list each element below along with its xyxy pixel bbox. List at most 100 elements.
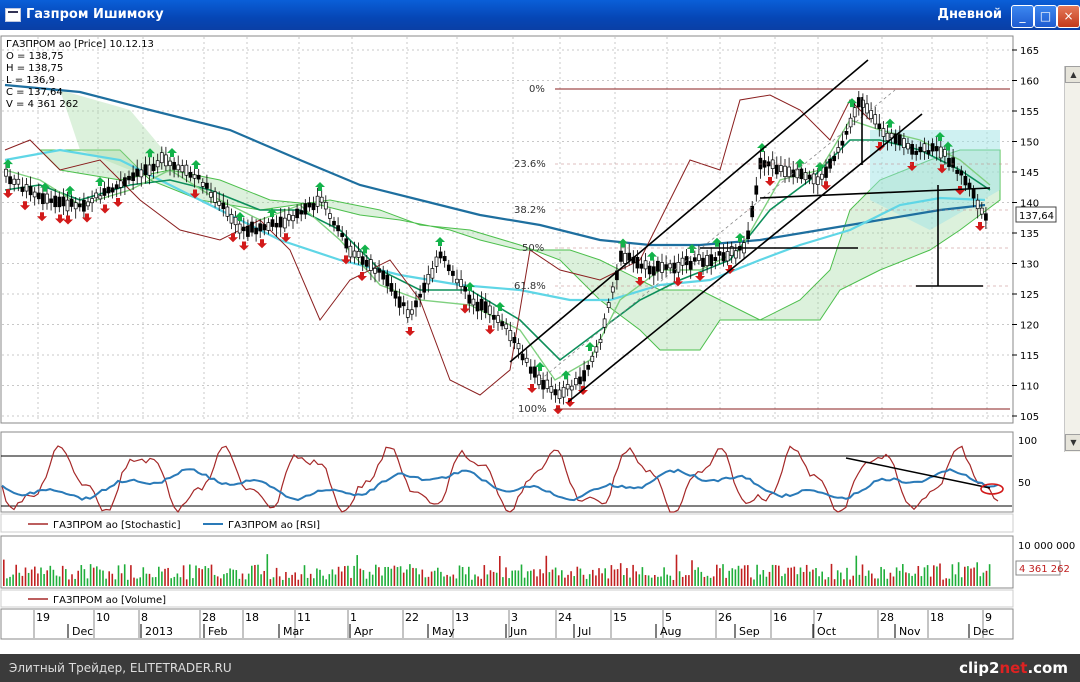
volume-bar (489, 570, 492, 586)
current-price-label: 137,64 (1019, 211, 1054, 222)
candle-body (951, 157, 955, 168)
volume-bar (49, 565, 52, 586)
legend-volume[interactable]: ГАЗПРОМ ао [Volume] (53, 595, 166, 606)
scroll-up-button[interactable]: ▲ (1065, 66, 1080, 83)
info-volume: V = 4 361 262 (6, 99, 78, 110)
fractal-up-arrow (735, 233, 745, 242)
volume-bar (771, 564, 774, 586)
candle-body (836, 147, 841, 153)
candle-body (619, 250, 623, 262)
timeframe-label[interactable]: Дневной (937, 7, 1002, 22)
volume-bar (220, 578, 222, 586)
date-day-label: 11 (297, 611, 311, 624)
candle-body (287, 214, 291, 221)
scroll-down-button[interactable]: ▼ (1065, 434, 1080, 451)
fractal-down-arrow (821, 181, 831, 191)
volume-bar (204, 566, 207, 586)
volume-bar (570, 571, 572, 586)
fractal-down-arrow (405, 327, 415, 336)
candle-body (569, 385, 574, 391)
fractal-down-arrow (20, 201, 30, 211)
fractal-up-arrow (847, 98, 857, 108)
volume-bar (672, 579, 675, 586)
candle-body (455, 278, 459, 284)
volume-bar (464, 574, 467, 586)
date-month-label: May (432, 625, 455, 638)
candle-body (930, 143, 935, 152)
volume-bar (756, 564, 758, 586)
legend-stochastic[interactable]: ГАЗПРОМ ао [Stochastic] (53, 520, 181, 531)
candle-body (397, 296, 402, 308)
volume-bar (564, 577, 566, 586)
candle-body (824, 166, 828, 178)
candle-body (328, 213, 332, 219)
volume-bar (598, 568, 600, 586)
volume-bar (827, 577, 830, 586)
volume-bar (840, 572, 842, 586)
maximize-button[interactable]: □ (1034, 5, 1057, 28)
date-month-label: Dec (973, 625, 994, 638)
candle-body (82, 199, 86, 212)
candle-body (176, 164, 181, 171)
candle-body (364, 259, 369, 267)
legend-rsi[interactable]: ГАЗПРОМ ао [RSI] (228, 520, 320, 531)
volume-bar (195, 565, 197, 586)
candle-body (32, 191, 37, 198)
candle-body (200, 181, 205, 187)
candle-body (811, 173, 816, 185)
candle-body (893, 133, 898, 144)
volume-bar (737, 565, 740, 586)
candle-body (799, 168, 804, 180)
volume-bar (914, 573, 916, 586)
volume-bar (40, 567, 42, 586)
fractal-down-arrow (100, 204, 110, 214)
candle-body (110, 187, 115, 193)
candle-body (713, 257, 718, 262)
close-button[interactable]: × (1057, 5, 1080, 28)
candle-body (213, 191, 217, 203)
price-tick-label: 140 (1020, 199, 1039, 210)
candle-body (311, 203, 316, 211)
minimize-button[interactable]: _ (1011, 5, 1034, 28)
status-bar: Элитный Трейдер, ELITETRADER.RU clip2net… (0, 654, 1080, 682)
candle-body (610, 286, 615, 293)
volume-bar (616, 569, 619, 586)
candle-body (487, 305, 492, 315)
date-day-label: 1 (350, 611, 357, 624)
volume-bar (709, 577, 712, 586)
volume-bar (167, 567, 169, 586)
date-day-label: 10 (96, 611, 110, 624)
volume-bar (216, 576, 219, 586)
volume-bar (210, 564, 213, 586)
volume-bar (170, 578, 172, 586)
volume-bar (892, 576, 895, 586)
candle-body (590, 355, 595, 362)
candle-body (381, 270, 386, 280)
chart-svg[interactable]: 0% 23.6% 38.2% 50% 61.8% 100% 1651601551… (0, 30, 1080, 654)
volume-bar (967, 566, 969, 586)
volume-bar (244, 579, 247, 586)
volume-bar (34, 566, 36, 586)
volume-bar (747, 565, 749, 586)
candle-body (541, 379, 545, 390)
candle-body (709, 254, 714, 266)
fib-label-100: 100% (518, 404, 547, 415)
volume-bar (861, 564, 864, 586)
candle-body (549, 386, 554, 393)
volume-bar (291, 574, 293, 586)
fractal-up-arrow (585, 342, 595, 351)
price-scrollbar[interactable]: ▲ ▼ (1064, 66, 1080, 452)
fractal-down-arrow (565, 398, 575, 407)
fractal-up-arrow (795, 158, 805, 168)
candle-body (102, 188, 107, 196)
candle-body (65, 199, 70, 212)
date-month-label: 2013 (145, 625, 173, 638)
candle-body (729, 246, 734, 256)
candle-body (307, 202, 312, 208)
volume-bar (30, 569, 33, 586)
volume-bar (117, 565, 120, 586)
chart-window-icon[interactable] (5, 8, 21, 22)
fractal-down-arrow (875, 142, 885, 151)
candle-body (508, 330, 513, 342)
volume-bar (588, 574, 591, 586)
